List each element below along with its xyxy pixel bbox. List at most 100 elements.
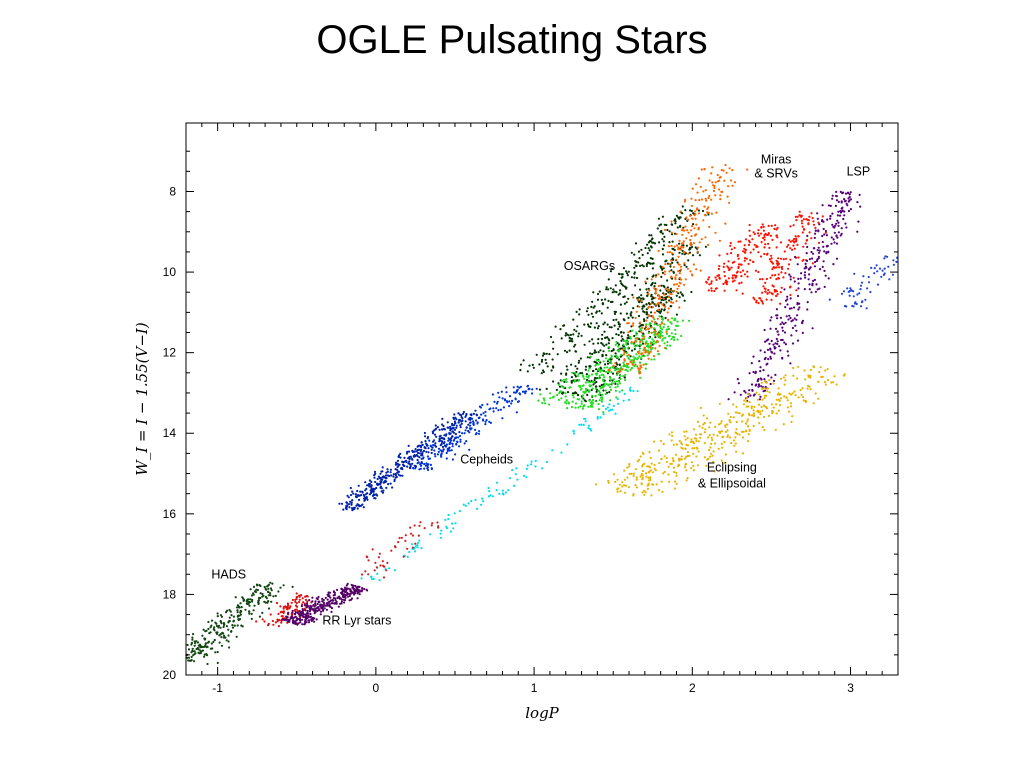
- data-point: [467, 502, 470, 505]
- data-point: [814, 260, 817, 264]
- data-point: [629, 368, 632, 371]
- data-point: [566, 333, 569, 336]
- data-point: [646, 465, 649, 468]
- data-point: [676, 324, 680, 327]
- data-point: [710, 282, 713, 285]
- data-point: [241, 596, 244, 599]
- data-point: [759, 395, 762, 398]
- data-point: [645, 319, 648, 322]
- data-point: [832, 225, 835, 228]
- data-point: [681, 233, 684, 236]
- data-point: [678, 225, 682, 228]
- data-point: [584, 381, 588, 384]
- data-point: [585, 378, 589, 382]
- data-point: [722, 282, 725, 286]
- data-point: [379, 476, 382, 480]
- data-point: [840, 292, 844, 295]
- data-point: [431, 522, 434, 525]
- data-point: [426, 464, 429, 467]
- data-point: [651, 241, 654, 244]
- data-point: [704, 189, 707, 192]
- data-point: [300, 605, 303, 608]
- data-point: [761, 278, 764, 281]
- data-point: [697, 226, 701, 229]
- data-point: [774, 428, 777, 431]
- data-point: [664, 346, 667, 349]
- data-point: [674, 332, 677, 336]
- data-point: [540, 360, 544, 363]
- data-point: [696, 464, 700, 467]
- data-point: [696, 250, 699, 253]
- data-point: [595, 377, 599, 380]
- data-point: [796, 339, 800, 342]
- data-point: [679, 265, 683, 268]
- data-point: [660, 308, 663, 311]
- data-point: [616, 363, 619, 366]
- data-point: [880, 275, 883, 278]
- data-point: [743, 244, 746, 247]
- data-point: [678, 217, 681, 220]
- data-point: [658, 311, 661, 314]
- data-point: [222, 625, 225, 629]
- data-point: [614, 389, 618, 392]
- data-point: [535, 353, 538, 356]
- data-point: [511, 469, 514, 472]
- data-point: [365, 497, 368, 500]
- data-point: [339, 597, 342, 600]
- data-point: [602, 360, 605, 363]
- data-point: [784, 306, 787, 309]
- data-point: [476, 421, 479, 424]
- series-7: [727, 190, 862, 403]
- y-tick-label: 18: [163, 587, 177, 601]
- data-point: [651, 262, 654, 265]
- data-point: [414, 465, 417, 468]
- data-point: [663, 228, 667, 232]
- data-point: [577, 406, 580, 409]
- data-point: [299, 621, 302, 624]
- data-point: [389, 468, 392, 471]
- data-point: [477, 432, 481, 435]
- data-point: [790, 307, 793, 310]
- data-point: [617, 322, 620, 326]
- data-point: [717, 447, 720, 450]
- data-point: [336, 596, 339, 600]
- data-point: [603, 382, 606, 385]
- data-point: [616, 383, 619, 386]
- data-point: [403, 464, 406, 468]
- data-point: [733, 391, 736, 394]
- data-point: [460, 422, 463, 425]
- data-point: [359, 490, 362, 493]
- data-point: [652, 327, 656, 330]
- data-point: [370, 577, 374, 581]
- data-point: [757, 378, 760, 381]
- data-point: [692, 452, 695, 455]
- data-point: [873, 267, 876, 270]
- data-point: [391, 486, 394, 489]
- data-point: [626, 466, 629, 469]
- data-point: [670, 244, 673, 247]
- data-point: [646, 277, 649, 280]
- data-point: [356, 597, 359, 600]
- data-point: [745, 400, 748, 403]
- data-point: [616, 385, 619, 388]
- data-point: [469, 418, 472, 421]
- data-point: [493, 400, 496, 403]
- data-point: [621, 273, 624, 276]
- data-point: [608, 403, 611, 406]
- data-point: [722, 265, 725, 268]
- data-point: [670, 269, 673, 272]
- data-point: [519, 393, 522, 396]
- data-point: [737, 263, 741, 266]
- data-point: [695, 268, 698, 271]
- data-point: [788, 392, 791, 395]
- data-point: [624, 346, 627, 349]
- data-point: [817, 229, 820, 232]
- data-point: [744, 238, 748, 241]
- data-point: [389, 482, 392, 485]
- data-point: [429, 533, 432, 536]
- data-point: [631, 329, 634, 332]
- data-point: [230, 614, 233, 617]
- data-point: [744, 249, 747, 252]
- data-point: [777, 262, 781, 265]
- data-point: [690, 244, 693, 247]
